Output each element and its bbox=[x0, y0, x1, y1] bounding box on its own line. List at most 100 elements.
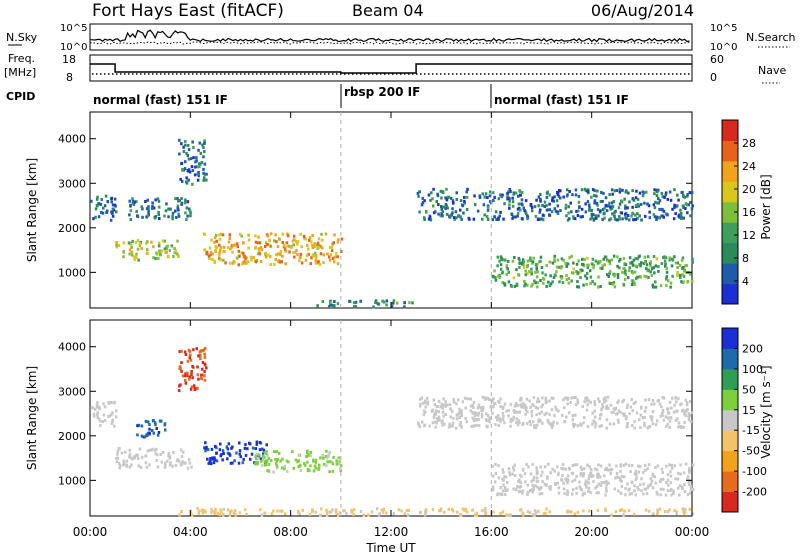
echo-pixel bbox=[689, 420, 693, 424]
echo-pixel bbox=[186, 214, 189, 218]
echo-pixel bbox=[491, 485, 495, 489]
echo-pixel bbox=[222, 245, 226, 249]
echo-pixel bbox=[579, 472, 583, 476]
echo-pixel bbox=[502, 414, 505, 418]
echo-pixel bbox=[374, 299, 378, 303]
echo-pixel bbox=[152, 419, 155, 422]
echo-pixel bbox=[609, 270, 612, 274]
echo-pixel bbox=[550, 426, 554, 430]
noise-tick-high-left: 10^5 bbox=[60, 23, 87, 34]
echo-pixel bbox=[222, 250, 226, 253]
echo-pixel bbox=[302, 234, 306, 238]
echo-pixel bbox=[433, 420, 437, 424]
echo-pixel bbox=[677, 198, 680, 202]
echo-pixel bbox=[519, 208, 522, 212]
echo-pixel bbox=[507, 467, 511, 471]
echo-pixel bbox=[630, 398, 633, 401]
echo-pixel bbox=[574, 193, 578, 197]
echo-pixel bbox=[308, 469, 311, 472]
echo-pixel bbox=[607, 481, 610, 485]
echo-pixel bbox=[200, 349, 203, 353]
echo-pixel bbox=[286, 232, 289, 236]
echo-pixel bbox=[565, 264, 568, 268]
echo-pixel bbox=[575, 209, 578, 213]
echo-pixel bbox=[451, 211, 454, 215]
echo-pixel bbox=[186, 371, 189, 375]
echo-pixel bbox=[663, 259, 667, 263]
echo-pixel bbox=[642, 482, 645, 486]
echo-pixel bbox=[536, 270, 540, 274]
echo-pixel bbox=[661, 408, 665, 412]
echo-pixel bbox=[157, 256, 160, 260]
echo-pixel bbox=[664, 493, 668, 497]
echo-pixel bbox=[528, 420, 531, 423]
echo-pixel bbox=[266, 243, 269, 246]
echo-pixel bbox=[299, 232, 302, 236]
echo-pixel bbox=[545, 195, 549, 199]
echo-pixel bbox=[672, 489, 675, 493]
echo-region-4 bbox=[177, 347, 208, 393]
echo-pixel bbox=[691, 257, 694, 261]
echo-pixel bbox=[501, 281, 504, 285]
echo-pixel bbox=[113, 203, 117, 207]
colorbar-tick-label: 8 bbox=[742, 252, 749, 265]
echo-pixel bbox=[460, 411, 463, 415]
echo-pixel bbox=[235, 451, 238, 455]
echo-pixel bbox=[183, 461, 186, 465]
echo-pixel bbox=[241, 241, 245, 245]
echo-pixel bbox=[122, 459, 125, 463]
echo-pixel bbox=[644, 406, 648, 410]
echo-pixel bbox=[128, 456, 132, 459]
echo-pixel bbox=[604, 507, 607, 511]
echo-pixel bbox=[254, 240, 258, 244]
echo-pixel bbox=[117, 244, 121, 247]
echo-pixel bbox=[493, 195, 496, 199]
echo-pixel bbox=[324, 455, 328, 458]
freq-tick-low: 8 bbox=[66, 71, 73, 84]
echo-pixel bbox=[331, 508, 334, 512]
echo-pixel bbox=[442, 403, 445, 407]
echo-pixel bbox=[418, 210, 421, 214]
echo-pixel bbox=[539, 279, 542, 282]
echo-pixel bbox=[651, 283, 654, 287]
echo-pixel bbox=[520, 397, 523, 401]
echo-pixel bbox=[618, 266, 621, 270]
echo-pixel bbox=[111, 411, 114, 415]
echo-pixel bbox=[689, 214, 692, 218]
echo-pixel bbox=[501, 510, 505, 514]
echo-pixel bbox=[601, 405, 605, 409]
echo-pixel bbox=[505, 264, 508, 268]
echo-pixel bbox=[259, 457, 263, 461]
echo-pixel bbox=[570, 510, 573, 514]
echo-pixel bbox=[534, 214, 538, 218]
echo-pixel bbox=[174, 249, 178, 253]
echo-pixel bbox=[236, 245, 239, 249]
echo-pixel bbox=[605, 209, 609, 213]
echo-pixel bbox=[272, 509, 275, 513]
echo-pixel bbox=[628, 487, 631, 491]
echo-pixel bbox=[263, 511, 267, 515]
echo-pixel bbox=[296, 240, 300, 243]
echo-pixel bbox=[548, 208, 551, 212]
echo-pixel bbox=[254, 447, 258, 451]
echo-pixel bbox=[621, 188, 624, 192]
echo-pixel bbox=[596, 468, 599, 472]
echo-pixel bbox=[114, 415, 118, 419]
echo-pixel bbox=[128, 252, 131, 256]
echo-pixel bbox=[136, 454, 139, 458]
echo-pixel bbox=[656, 464, 660, 468]
echo-pixel bbox=[687, 412, 690, 416]
echo-pixel bbox=[145, 207, 149, 211]
echo-pixel bbox=[484, 195, 487, 199]
echo-pixel bbox=[203, 355, 207, 359]
echo-pixel bbox=[596, 261, 600, 265]
echo-pixel bbox=[210, 507, 213, 511]
echo-pixel bbox=[167, 452, 171, 455]
echo-pixel bbox=[673, 509, 676, 513]
echo-pixel bbox=[132, 199, 135, 203]
echo-pixel bbox=[177, 214, 181, 218]
echo-pixel bbox=[599, 200, 603, 203]
echo-pixel bbox=[517, 273, 520, 277]
echo-pixel bbox=[182, 150, 186, 153]
